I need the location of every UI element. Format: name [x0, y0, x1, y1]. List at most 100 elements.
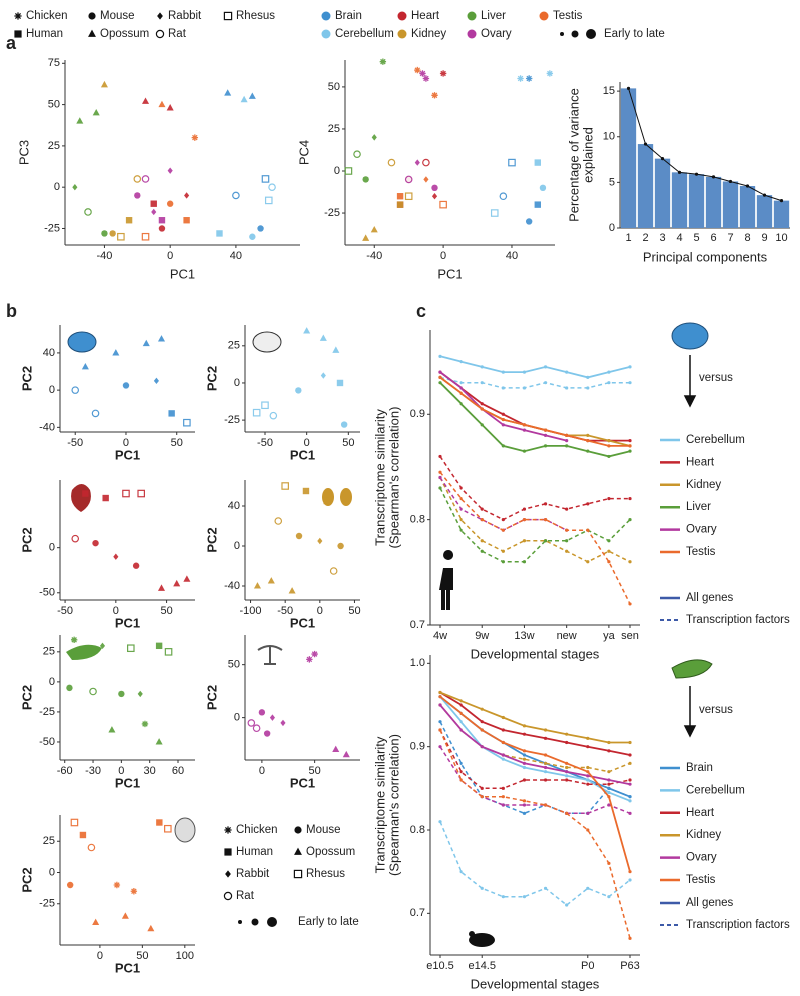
- y-tick-label: 15: [603, 85, 615, 97]
- bar: [756, 195, 773, 228]
- point: [431, 193, 438, 200]
- legend-label: Cerebellum: [335, 28, 394, 40]
- y-tick-label: 1.0: [410, 657, 425, 669]
- stage-point: [501, 417, 505, 422]
- y-tick-label: 0: [49, 384, 55, 396]
- point: [141, 720, 149, 728]
- x-tick-label: 50: [342, 437, 354, 449]
- stage-point: [586, 449, 590, 453]
- legend-marker: [155, 29, 165, 39]
- x-tick-label: 40: [230, 250, 242, 262]
- stage-point: [480, 795, 484, 799]
- point: [137, 489, 146, 498]
- trend-point: [694, 172, 699, 176]
- point: [155, 738, 163, 745]
- tf-line: [439, 471, 631, 605]
- point: [224, 89, 232, 96]
- legend-marker: [223, 891, 233, 901]
- point: [332, 346, 340, 353]
- x-axis-label: PC1: [170, 266, 195, 281]
- legend-label: Opossum: [306, 846, 355, 858]
- point: [281, 482, 289, 490]
- point: [72, 183, 78, 191]
- stage-point: [565, 439, 569, 443]
- versus-arrows: [683, 355, 697, 738]
- stage-point: [522, 449, 527, 453]
- stage-point: [543, 886, 548, 890]
- x-axis-label: PC1: [115, 960, 140, 975]
- stage-point: [607, 861, 611, 865]
- point: [92, 109, 100, 116]
- stage-point: [459, 386, 463, 390]
- stage-point: [438, 475, 442, 480]
- point: [274, 517, 283, 525]
- stage-point: [628, 761, 632, 765]
- stage-point: [586, 778, 590, 782]
- point: [142, 97, 150, 104]
- point: [101, 230, 108, 237]
- y-tick-label: 0: [49, 866, 55, 878]
- legend-label: Mouse: [100, 10, 135, 22]
- x-tick-label: 0: [123, 437, 129, 449]
- stage-point: [565, 386, 569, 390]
- stage-point: [522, 370, 527, 374]
- point: [248, 92, 256, 99]
- stage-point: [628, 795, 632, 799]
- stage-point: [522, 560, 527, 564]
- stage-point: [543, 428, 548, 432]
- point: [534, 159, 541, 166]
- x-axis-label: PC1: [115, 447, 140, 462]
- all-genes-line: [439, 376, 630, 447]
- point: [153, 377, 159, 385]
- point: [91, 409, 100, 418]
- point: [99, 642, 106, 650]
- tf-line: [439, 821, 631, 906]
- x-tick-label: -40: [366, 250, 382, 262]
- stage-point: [522, 518, 527, 522]
- point: [183, 418, 191, 427]
- point: [112, 349, 120, 356]
- point: [249, 233, 256, 240]
- stage-point: [628, 439, 632, 443]
- stage-point: [459, 699, 463, 703]
- x-tick-label: 4: [676, 232, 682, 244]
- legend-marker: [88, 29, 96, 37]
- y-tick-label: 50: [48, 99, 60, 111]
- stage-point: [480, 745, 484, 749]
- stage-point: [522, 803, 527, 807]
- legend-label: Liver: [481, 10, 506, 22]
- stage-point: [438, 375, 442, 380]
- stage-point: [565, 433, 569, 437]
- point: [362, 234, 370, 241]
- stage-point: [586, 782, 590, 786]
- stage-point: [543, 770, 548, 774]
- x-tick-label: 50: [309, 765, 321, 777]
- x-tick-label: P63: [620, 960, 640, 972]
- x-axis-label: PC1: [290, 447, 315, 462]
- all-genes-line: [439, 696, 631, 802]
- stage-point: [438, 690, 442, 695]
- stage-point: [607, 539, 611, 543]
- point: [70, 818, 79, 827]
- point: [167, 167, 173, 174]
- point: [525, 218, 533, 225]
- versus-label: versus: [699, 372, 733, 384]
- stage-point: [459, 402, 463, 406]
- stage-point: [501, 795, 505, 799]
- point: [117, 232, 125, 241]
- y-tick-label: 10: [603, 131, 615, 143]
- y-tick-label: -50: [39, 587, 55, 599]
- stage-point: [586, 439, 590, 443]
- stage-point: [522, 765, 527, 770]
- stage-point: [480, 407, 484, 411]
- x-tick-label: 8: [744, 232, 750, 244]
- point: [232, 191, 240, 200]
- y-tick-label: 5: [609, 176, 615, 188]
- versus-label: versus: [699, 704, 733, 716]
- stage-point: [543, 444, 548, 448]
- point: [404, 175, 413, 184]
- point: [76, 117, 84, 124]
- point: [340, 421, 348, 428]
- point: [121, 912, 129, 919]
- bar: [671, 172, 688, 228]
